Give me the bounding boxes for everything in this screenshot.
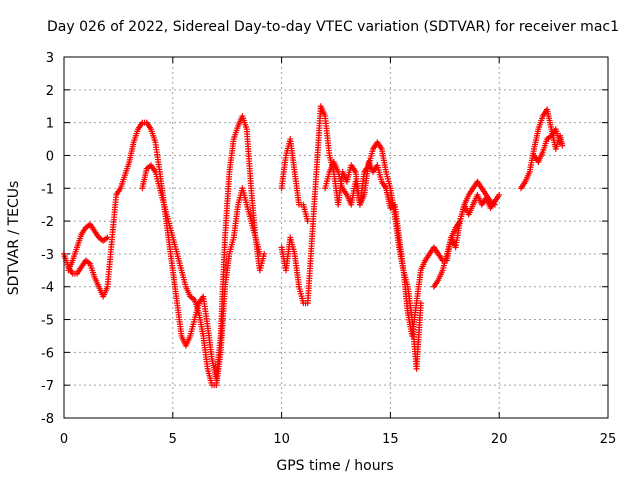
y-tick-label: -6 bbox=[41, 346, 54, 361]
tick-marks bbox=[63, 56, 609, 419]
data-point bbox=[104, 234, 111, 241]
y-tick-label: -4 bbox=[41, 281, 54, 296]
data-point bbox=[559, 142, 566, 149]
data-point bbox=[256, 250, 263, 257]
y-tick-label: 2 bbox=[46, 84, 54, 99]
y-tick-label: 1 bbox=[46, 117, 54, 132]
y-tick-label: -3 bbox=[41, 248, 54, 263]
x-tick-label: 25 bbox=[600, 432, 617, 447]
data-point bbox=[304, 218, 311, 225]
y-tick-label: 0 bbox=[46, 149, 54, 164]
x-axis-label: GPS time / hours bbox=[276, 458, 393, 474]
x-tick-label: 20 bbox=[491, 432, 508, 447]
data-point bbox=[496, 191, 503, 198]
data-points bbox=[61, 103, 566, 389]
y-tick-label: 3 bbox=[46, 51, 54, 66]
x-tick-label: 10 bbox=[273, 432, 290, 447]
x-tick-labels: 0 5 10 15 20 25 bbox=[60, 432, 616, 447]
grid-lines bbox=[64, 57, 608, 418]
data-point bbox=[491, 201, 498, 208]
y-tick-label: -8 bbox=[41, 412, 54, 427]
chart-title: Day 026 of 2022, Sidereal Day-to-day VTE… bbox=[47, 19, 619, 35]
x-tick-label: 5 bbox=[169, 432, 177, 447]
y-tick-label: -7 bbox=[41, 379, 54, 394]
y-tick-label: -5 bbox=[41, 314, 54, 329]
y-tick-labels: 3 2 1 0 -1 -2 -3 -4 -5 -6 -7 -8 bbox=[41, 51, 54, 427]
data-point bbox=[417, 300, 424, 307]
y-tick-label: -1 bbox=[41, 182, 54, 197]
y-tick-label: -2 bbox=[41, 215, 54, 230]
x-tick-label: 15 bbox=[382, 432, 399, 447]
x-tick-label: 0 bbox=[60, 432, 68, 447]
plot-border bbox=[63, 56, 609, 419]
data-point bbox=[557, 139, 564, 146]
y-axis-label: SDTVAR / TECUs bbox=[6, 181, 22, 296]
